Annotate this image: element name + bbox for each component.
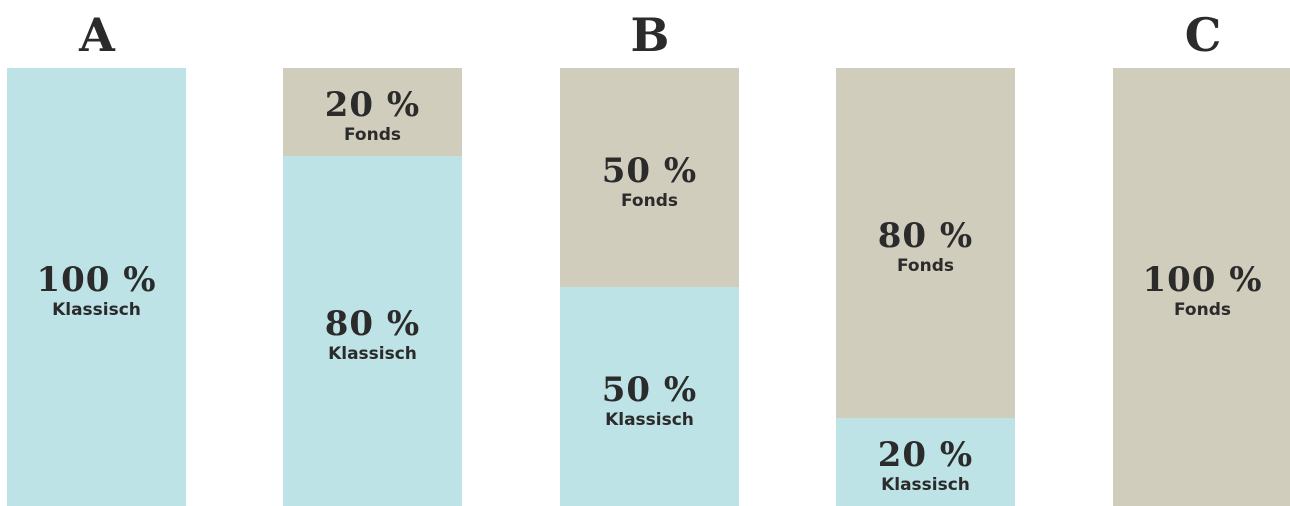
category-label: Fonds — [344, 124, 401, 145]
segment-fonds: 100 % Fonds — [1113, 68, 1290, 506]
category-label: Klassisch — [881, 475, 970, 496]
segment-klassisch: 50 % Klassisch — [560, 287, 739, 506]
group-label-c: C — [1184, 8, 1222, 62]
category-label: Klassisch — [52, 300, 141, 320]
bar-2: 20 % Fonds 80 % Klassisch — [283, 68, 462, 506]
group-label-b: B — [630, 8, 670, 62]
segment-label: 50 % Klassisch — [560, 371, 739, 431]
segment-label: 20 % Fonds — [283, 86, 462, 146]
category-label: Klassisch — [328, 343, 417, 364]
percent-label: 100 % — [36, 260, 157, 300]
segment-label: 20 % Klassisch — [836, 436, 1015, 496]
segment-fonds: 20 % Fonds — [283, 68, 462, 156]
segment-klassisch: 20 % Klassisch — [836, 418, 1015, 506]
segment-label: 50 % Fonds — [560, 152, 739, 212]
category-label: Fonds — [897, 256, 954, 277]
bar-1: 100 % Klassisch — [7, 68, 186, 506]
bar-5: 100 % Fonds — [1113, 68, 1290, 506]
percent-label: 80 % — [324, 303, 421, 344]
percent-label: 20 % — [324, 84, 421, 125]
percent-label: 20 % — [877, 435, 974, 476]
percent-label: 50 % — [601, 150, 698, 191]
bar-4: 80 % Fonds 20 % Klassisch — [836, 68, 1015, 506]
category-label: Fonds — [1174, 300, 1231, 320]
group-label-a: A — [79, 8, 115, 62]
category-label: Fonds — [621, 190, 678, 211]
segment-label: 100 % Fonds — [1113, 261, 1290, 321]
segment-label: 80 % Fonds — [836, 217, 1015, 277]
percent-label: 80 % — [877, 216, 974, 257]
segment-klassisch: 80 % Klassisch — [283, 155, 462, 506]
segment-label: 100 % Klassisch — [7, 261, 186, 321]
segment-label: 80 % Klassisch — [283, 305, 462, 365]
percent-label: 100 % — [1142, 260, 1263, 300]
percent-label: 50 % — [601, 369, 698, 410]
segment-fonds: 50 % Fonds — [560, 68, 739, 287]
segment-klassisch: 100 % Klassisch — [7, 68, 186, 506]
category-label: Klassisch — [605, 409, 694, 430]
segment-fonds: 80 % Fonds — [836, 68, 1015, 419]
bar-3: 50 % Fonds 50 % Klassisch — [560, 68, 739, 506]
